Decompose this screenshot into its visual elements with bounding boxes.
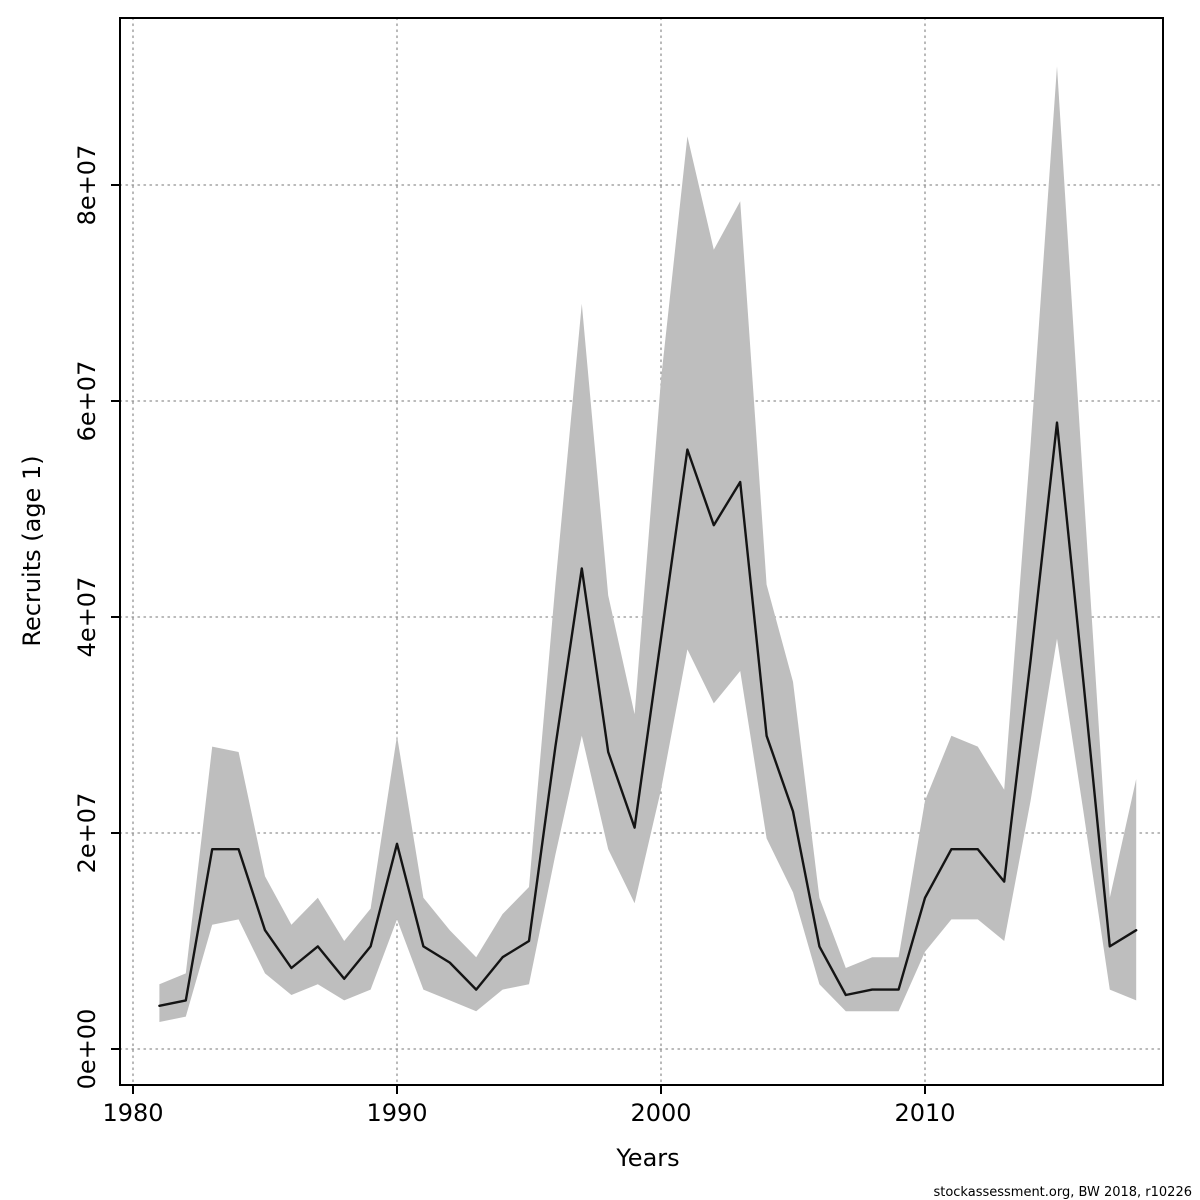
y-axis-ticks: 0e+00 2e+07 4e+07 6e+07 8e+07 <box>73 145 120 1090</box>
y-axis-title: Recruits (age 1) <box>18 455 46 646</box>
y-tick-label: 0e+00 <box>73 1009 101 1090</box>
x-axis-title: Years <box>615 1144 679 1172</box>
y-tick-label: 6e+07 <box>73 361 101 442</box>
y-tick-label: 8e+07 <box>73 145 101 226</box>
x-tick-label: 1990 <box>366 1099 427 1127</box>
plot-border <box>119 17 1164 1086</box>
y-tick-label: 2e+07 <box>73 793 101 874</box>
y-tick-label: 4e+07 <box>73 577 101 658</box>
x-tick-label: 1980 <box>102 1099 163 1127</box>
x-tick-label: 2000 <box>630 1099 691 1127</box>
confidence-band <box>159 66 1137 1022</box>
x-tick-label: 2010 <box>894 1099 955 1127</box>
x-axis-ticks: 1980 1990 2000 2010 <box>102 1085 956 1127</box>
credit-text: stockassessment.org, BW 2018, r10226 <box>933 1185 1192 1200</box>
recruits-estimate-line <box>158 421 1138 1007</box>
